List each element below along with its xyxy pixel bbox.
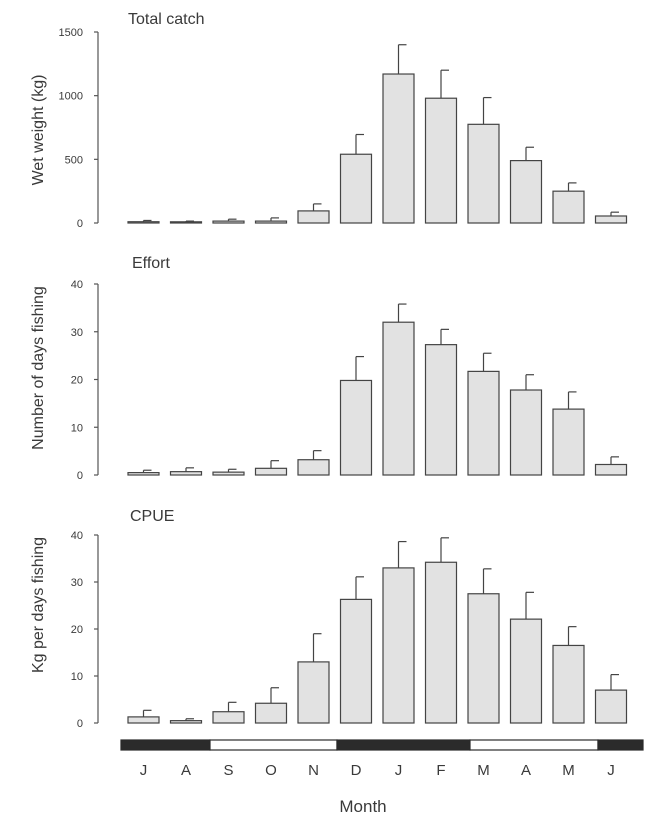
- bar: [127, 472, 160, 476]
- bars: [127, 303, 628, 476]
- y-tick-label: 40: [71, 279, 83, 291]
- y-ticks: 0 10 20 30 40: [71, 279, 99, 482]
- month-label: M: [477, 762, 490, 779]
- y-ticks: 0 10 20 30 40: [71, 530, 99, 730]
- y-tick-label: 40: [71, 530, 83, 542]
- panel-cpue: CPUE Kg per days fishing 0 10 20 30 40: [30, 508, 628, 730]
- month-label: J: [607, 762, 615, 779]
- bar: [467, 370, 500, 476]
- bar: [382, 567, 415, 724]
- bar: [169, 471, 203, 476]
- bar: [467, 593, 500, 724]
- season-segment: [597, 739, 644, 751]
- y-tick-label: 30: [71, 577, 83, 589]
- bar: [254, 702, 288, 724]
- bar: [552, 408, 585, 476]
- bar: [297, 210, 330, 224]
- month-label: A: [521, 762, 531, 779]
- month-label: S: [223, 762, 233, 779]
- panel-effort: Effort Number of days fishing 0 10 20 30 40: [30, 255, 628, 482]
- y-tick-label: 1500: [59, 27, 83, 39]
- month-label: D: [351, 762, 362, 779]
- y-tick-label: 0: [77, 218, 83, 230]
- season-segment: [469, 739, 599, 751]
- bar: [297, 459, 330, 476]
- bar: [509, 618, 543, 724]
- y-tick-label: 0: [77, 470, 83, 482]
- panel-title: Effort: [132, 255, 171, 272]
- panel-total-catch: Total catch Wet weight (kg) 0 500 1000 1500: [30, 11, 628, 230]
- month-label: M: [562, 762, 575, 779]
- bar: [127, 221, 160, 224]
- bar: [254, 220, 288, 224]
- season-segment: [120, 739, 211, 751]
- bar: [297, 661, 330, 724]
- y-axis-label: Wet weight (kg): [30, 75, 47, 186]
- y-tick-label: 1000: [59, 91, 83, 103]
- bar: [169, 221, 203, 224]
- bar: [212, 471, 245, 476]
- bar: [424, 344, 458, 476]
- y-axis-label: Kg per days fishing: [30, 537, 47, 673]
- month-label: J: [395, 762, 403, 779]
- month-label: A: [181, 762, 191, 779]
- month-label: J: [140, 762, 148, 779]
- bar: [509, 160, 543, 224]
- bar: [509, 389, 543, 476]
- bar: [594, 215, 628, 224]
- bars: [127, 537, 628, 724]
- bar: [339, 598, 373, 724]
- bar: [424, 561, 458, 724]
- bar: [169, 720, 203, 724]
- bar: [339, 153, 373, 224]
- x-axis-label: Month: [339, 797, 386, 816]
- y-tick-label: 10: [71, 422, 83, 434]
- month-label: O: [265, 762, 277, 779]
- bar: [339, 379, 373, 476]
- bar: [552, 644, 585, 724]
- y-tick-label: 30: [71, 327, 83, 339]
- y-tick-label: 20: [71, 624, 83, 636]
- bar: [212, 220, 245, 224]
- bar: [382, 321, 415, 476]
- bar: [127, 716, 160, 724]
- month-label: F: [436, 762, 445, 779]
- bar: [382, 73, 415, 224]
- y-tick-label: 0: [77, 718, 83, 730]
- y-tick-label: 10: [71, 671, 83, 683]
- y-ticks: 0 500 1000 1500: [59, 27, 99, 230]
- bar: [594, 689, 628, 724]
- bar: [552, 190, 585, 224]
- season-segment: [209, 739, 338, 751]
- bar: [467, 123, 500, 224]
- y-tick-label: 500: [65, 154, 83, 166]
- panel-title: Total catch: [128, 11, 204, 28]
- y-axis-label: Number of days fishing: [30, 286, 47, 450]
- bar: [594, 463, 628, 476]
- bar: [212, 711, 245, 724]
- season-segment: [336, 739, 471, 751]
- month-label: N: [308, 762, 319, 779]
- panel-title: CPUE: [130, 508, 174, 525]
- season-strip: [120, 739, 644, 751]
- bars: [127, 44, 628, 224]
- y-tick-label: 20: [71, 375, 83, 387]
- bar: [254, 467, 288, 476]
- bar: [424, 97, 458, 224]
